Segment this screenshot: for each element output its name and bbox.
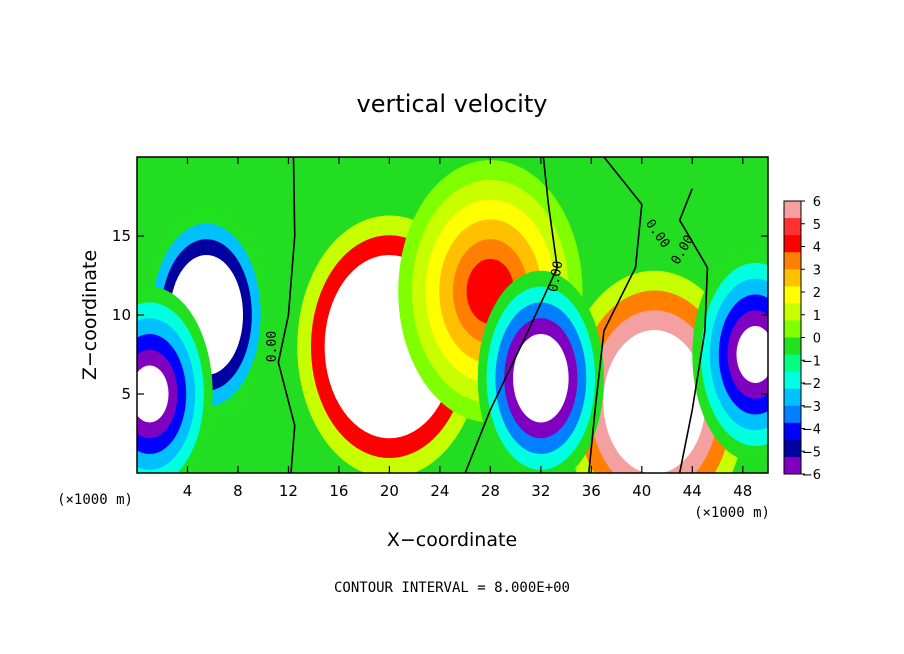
colorbar-swatch — [784, 371, 801, 390]
x-tick-label: 4 — [183, 482, 193, 500]
colorbar-tick-label: 4 — [813, 241, 821, 256]
colorbar-tick-label: 5 — [813, 218, 821, 233]
colorbar-swatch — [784, 235, 801, 253]
colorbar-tick-label: 2 — [813, 286, 821, 301]
colorbar-tick-label: −5 — [802, 445, 821, 460]
y-axis: 5 10 15 — [112, 227, 768, 403]
x-tick-label: 36 — [582, 482, 601, 500]
colorbar-swatch — [784, 218, 801, 236]
field-cell — [736, 326, 768, 383]
x-tick-label: 48 — [733, 482, 752, 500]
colorbar-tick-label: −3 — [802, 400, 821, 415]
colorbar-swatch — [784, 201, 801, 219]
y-axis-label: Z−coordinate — [79, 250, 101, 380]
x-tick-label: 44 — [683, 482, 702, 500]
x-tick-label: 32 — [531, 482, 550, 500]
contour-interval-label: CONTOUR INTERVAL = 8.000E+00 — [334, 580, 570, 596]
colorbar-swatch — [784, 439, 801, 458]
x-tick-label: 8 — [233, 482, 243, 500]
colorbar-swatch — [784, 303, 801, 321]
field-cell — [630, 369, 679, 435]
x-unit-label-right: (×1000 m) — [694, 505, 770, 521]
zero-contour — [464, 157, 559, 473]
field-cell — [365, 314, 414, 379]
colorbar-swatch — [784, 320, 801, 338]
contour-label: 0.00 — [546, 260, 566, 293]
colorbar-tick-label: −2 — [802, 377, 821, 392]
zero-contour — [678, 188, 709, 473]
colorbar-tick-label: 0 — [813, 332, 821, 347]
x-tick-label: 16 — [329, 482, 348, 500]
colorbar-swatch — [784, 422, 801, 441]
chart-title: vertical velocity — [357, 90, 548, 118]
colorbar-tick-label: −6 — [802, 468, 821, 483]
colorbar-swatch — [784, 252, 801, 270]
y-tick-label: 5 — [121, 385, 131, 403]
colorbar-tick-label: 3 — [813, 263, 821, 278]
y-tick-label: 10 — [112, 306, 131, 324]
x-axis: 4 8 12 16 20 24 28 32 36 40 44 48 — [183, 157, 752, 500]
colorbar-tick-label: 6 — [813, 195, 821, 210]
colorbar-tick-label: −1 — [802, 354, 821, 369]
colorbar-swatch — [784, 337, 801, 356]
colorbar-swatch — [784, 354, 801, 373]
colorbar-swatch — [784, 286, 801, 304]
heatmap-field — [137, 157, 768, 473]
colorbar-tick-label: 1 — [813, 309, 821, 324]
x-axis-label: X−coordinate — [387, 529, 517, 551]
x-unit-label-left: (×1000 m) — [57, 492, 133, 508]
contour-lines — [277, 157, 709, 473]
colorbar: 6 5 4 3 2 1 0 −1 −2 −3 −4 −5 −6 — [783, 195, 821, 483]
colorbar-swatch — [784, 456, 801, 475]
x-tick-label: 40 — [632, 482, 651, 500]
x-tick-label: 12 — [279, 482, 298, 500]
colorbar-swatch — [784, 405, 801, 424]
x-tick-label: 20 — [380, 482, 399, 500]
x-tick-label: 28 — [481, 482, 500, 500]
colorbar-swatch — [784, 388, 801, 407]
field-cell — [521, 349, 560, 407]
y-tick-label: 15 — [112, 227, 131, 245]
field-cell — [137, 365, 169, 423]
x-tick-label: 24 — [430, 482, 449, 500]
contour-label: 0.00 — [265, 331, 280, 362]
zero-contour — [277, 157, 296, 473]
colorbar-swatch — [784, 269, 801, 287]
colorbar-tick-label: −4 — [802, 423, 821, 438]
zero-contour — [587, 157, 643, 473]
